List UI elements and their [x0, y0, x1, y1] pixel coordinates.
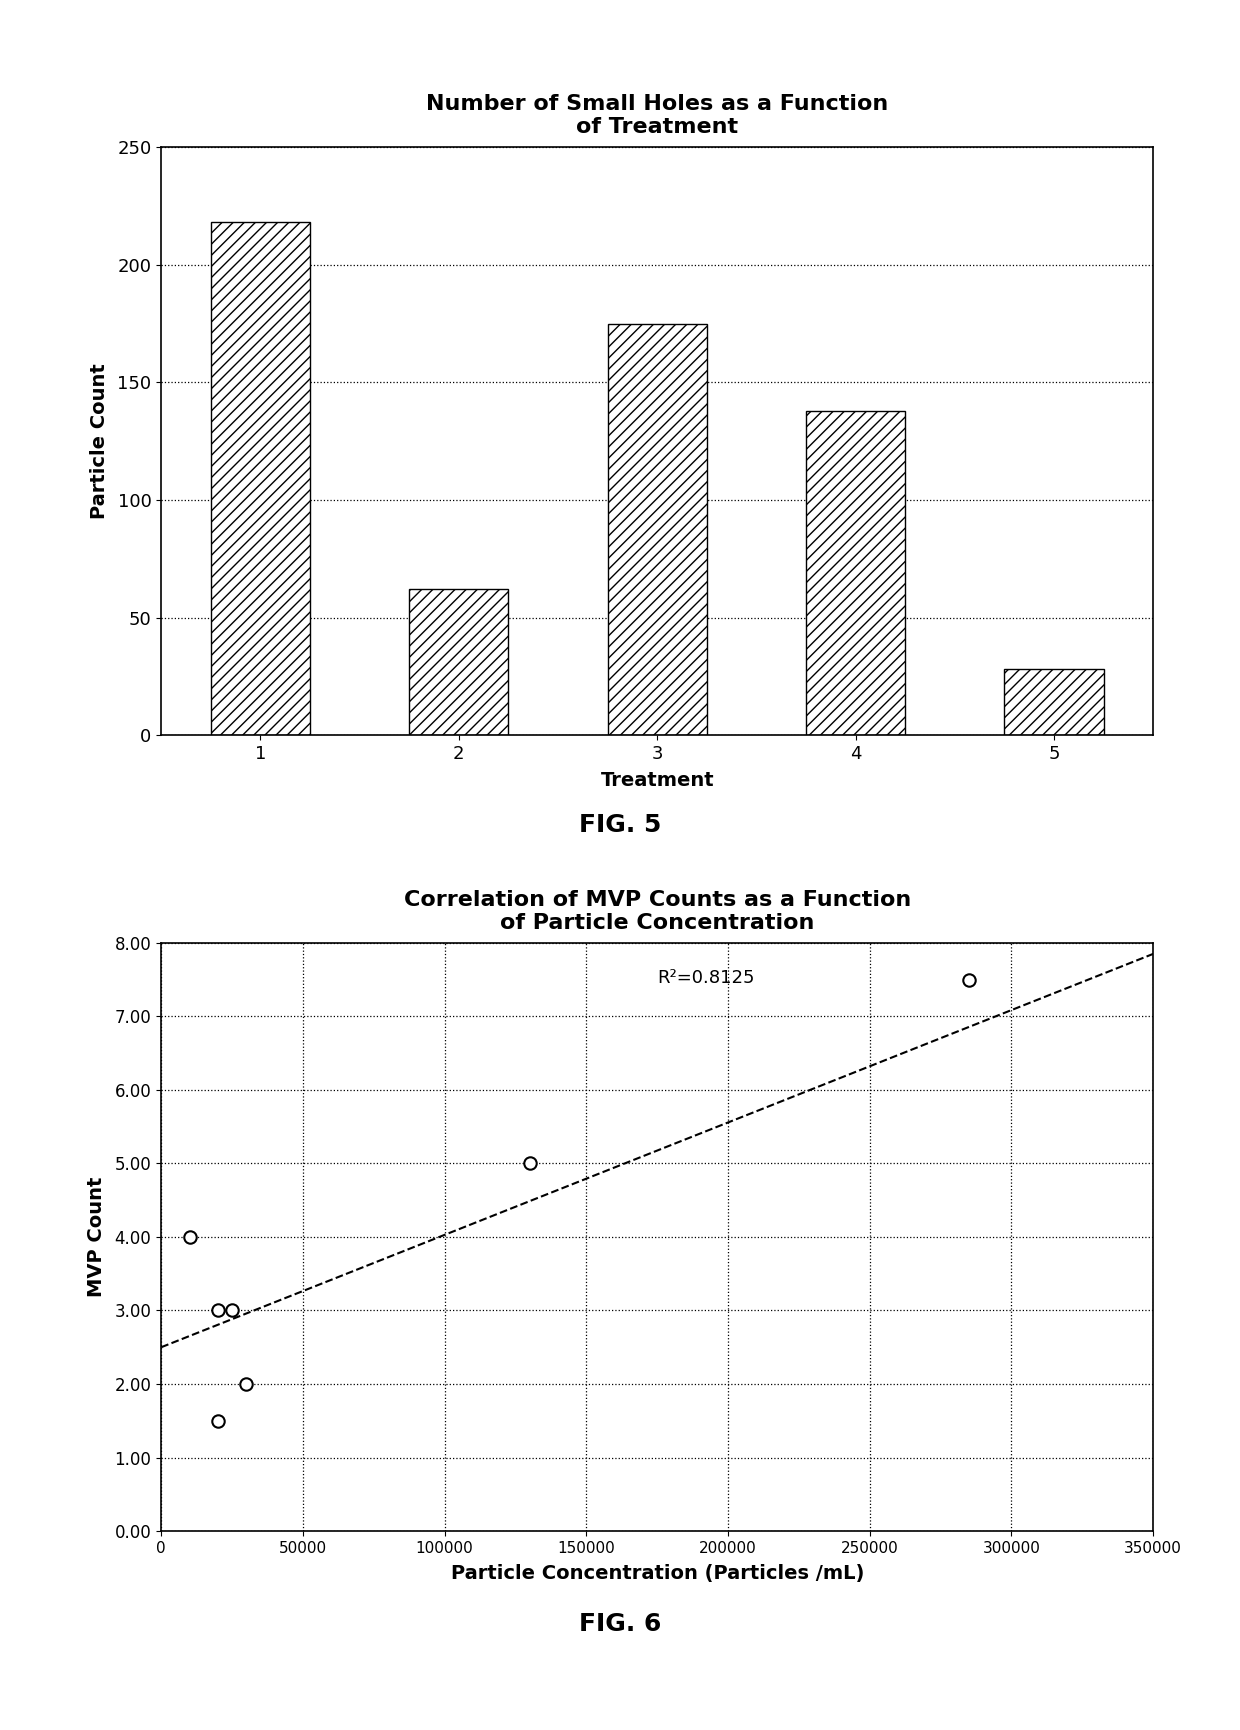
- Point: [208, 1298, 228, 1325]
- Bar: [211, 223, 310, 735]
- Point: [222, 1298, 242, 1325]
- Bar: [1004, 670, 1104, 735]
- Text: FIG. 5: FIG. 5: [579, 813, 661, 837]
- Point: [959, 965, 978, 993]
- Y-axis label: MVP Count: MVP Count: [87, 1176, 107, 1298]
- X-axis label: Treatment: Treatment: [600, 772, 714, 791]
- Bar: [409, 590, 508, 735]
- Point: [520, 1150, 539, 1178]
- Bar: [806, 410, 905, 735]
- Y-axis label: Particle Count: Particle Count: [89, 363, 109, 519]
- Text: FIG. 6: FIG. 6: [579, 1612, 661, 1637]
- Point: [237, 1370, 257, 1398]
- Title: Correlation of MVP Counts as a Function
of Particle Concentration: Correlation of MVP Counts as a Function …: [403, 889, 911, 932]
- Title: Number of Small Holes as a Function
of Treatment: Number of Small Holes as a Function of T…: [427, 93, 888, 137]
- Point: [208, 1406, 228, 1434]
- Bar: [608, 324, 707, 735]
- X-axis label: Particle Concentration (Particles /mL): Particle Concentration (Particles /mL): [450, 1564, 864, 1583]
- Point: [180, 1223, 200, 1251]
- Text: R²=0.8125: R²=0.8125: [657, 969, 755, 986]
